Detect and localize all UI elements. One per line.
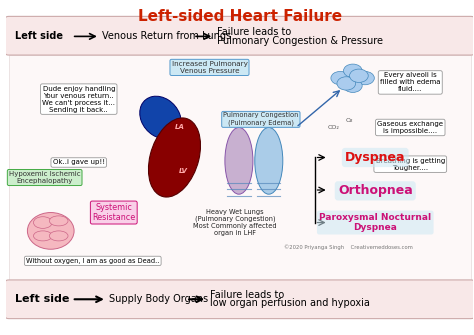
Ellipse shape xyxy=(225,127,253,194)
Text: Failure leads to: Failure leads to xyxy=(218,27,292,37)
Ellipse shape xyxy=(140,96,181,139)
Text: Every alveoli is
filled with edema
fluid....: Every alveoli is filled with edema fluid… xyxy=(380,72,440,92)
Text: Paroxysmal Nocturnal
Dyspnea: Paroxysmal Nocturnal Dyspnea xyxy=(319,213,431,232)
Ellipse shape xyxy=(34,231,52,241)
Text: Failure leads to: Failure leads to xyxy=(210,290,285,300)
Text: LV: LV xyxy=(179,168,188,174)
Text: Pulmonary Congestion & Pressure: Pulmonary Congestion & Pressure xyxy=(218,37,383,46)
Ellipse shape xyxy=(34,217,52,228)
Text: Left side: Left side xyxy=(15,31,63,42)
Text: Supply Body Organs: Supply Body Organs xyxy=(109,294,208,304)
Text: LA: LA xyxy=(174,125,184,130)
Text: Gaseous exchange
is impossible....: Gaseous exchange is impossible.... xyxy=(377,121,443,134)
Text: Venous Return from Lungs: Venous Return from Lungs xyxy=(102,31,231,42)
Text: ©2020 Priyanga Singh    Creativemeddoses.com: ©2020 Priyanga Singh Creativemeddoses.co… xyxy=(284,245,413,250)
Circle shape xyxy=(356,71,374,85)
Circle shape xyxy=(349,69,368,82)
FancyBboxPatch shape xyxy=(5,16,474,55)
Text: O₂: O₂ xyxy=(346,118,353,123)
Text: Dyspnea: Dyspnea xyxy=(345,151,405,164)
Text: Orthopnea: Orthopnea xyxy=(338,184,413,197)
Text: Pulmonary Congestion
(Pulmonary Edema): Pulmonary Congestion (Pulmonary Edema) xyxy=(223,112,299,126)
Text: Left side: Left side xyxy=(15,294,69,304)
Text: Breathing is getting
Tougher....: Breathing is getting Tougher.... xyxy=(376,158,445,171)
Circle shape xyxy=(344,64,362,77)
Circle shape xyxy=(337,77,356,90)
Ellipse shape xyxy=(49,231,68,241)
Text: Dude enjoy handling
Your venous return..
We can't process it...
Sending it back.: Dude enjoy handling Your venous return..… xyxy=(42,86,115,113)
Ellipse shape xyxy=(27,212,74,249)
Ellipse shape xyxy=(49,216,68,226)
Circle shape xyxy=(344,79,362,92)
FancyBboxPatch shape xyxy=(9,55,471,280)
FancyBboxPatch shape xyxy=(5,280,474,319)
Ellipse shape xyxy=(255,127,283,194)
Text: Systemic
Resistance: Systemic Resistance xyxy=(92,203,136,222)
Text: Without oxygen, I am as good as Dead..: Without oxygen, I am as good as Dead.. xyxy=(26,258,159,264)
Text: Heavy Wet Lungs
(Pulmonary Congestion)
Most Commonly affected
organ in LHF: Heavy Wet Lungs (Pulmonary Congestion) M… xyxy=(193,209,277,236)
Text: Hypoxemic Ischemic
Encephalopathy: Hypoxemic Ischemic Encephalopathy xyxy=(9,171,81,184)
Text: Ok..i gave up!!: Ok..i gave up!! xyxy=(53,159,105,165)
Circle shape xyxy=(331,71,349,85)
Text: CO₂: CO₂ xyxy=(327,125,339,130)
Text: Left-sided Heart Failure: Left-sided Heart Failure xyxy=(138,9,342,24)
Ellipse shape xyxy=(148,118,201,197)
Text: low organ perfusion and hypoxia: low organ perfusion and hypoxia xyxy=(210,298,370,308)
Text: Increased Pulmonary
Venous Pressure: Increased Pulmonary Venous Pressure xyxy=(172,61,247,74)
